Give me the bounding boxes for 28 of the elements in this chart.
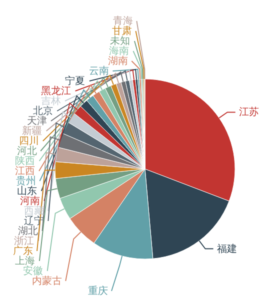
- slice-label: 云南: [89, 65, 109, 77]
- slice-label: 湖南: [108, 55, 128, 67]
- slice-label: 江苏: [239, 106, 259, 118]
- slice-label: 广东: [13, 245, 33, 257]
- slice-label: 甘肃: [112, 25, 132, 37]
- slice-label: 贵州: [16, 175, 36, 187]
- slice-label: 河北: [17, 145, 37, 157]
- slice-label: 未知: [110, 35, 130, 47]
- slice-label: 宁夏: [65, 75, 85, 87]
- slice-label: 山东: [17, 185, 37, 197]
- slice-label: 内蒙古: [32, 275, 62, 287]
- slice-label: 海南: [109, 45, 129, 57]
- slice-label: 重庆: [88, 285, 108, 297]
- slice-label: 浙江: [14, 235, 34, 247]
- slice-label: 陕西: [15, 155, 35, 167]
- slice-label: 江西: [15, 165, 35, 177]
- slice-label: 新疆: [22, 125, 42, 137]
- slice-label: 黑龙江: [41, 85, 71, 97]
- slice-label: 四川: [19, 135, 39, 147]
- slice-label: 青海: [113, 15, 133, 27]
- slice-label: 北京: [33, 105, 53, 117]
- slice-label: 福建: [217, 243, 237, 255]
- slice-label: 湖北: [18, 225, 38, 237]
- slice-label: 安徽: [23, 265, 43, 277]
- slice-label: 吉林: [41, 95, 61, 107]
- slice-label: 上海: [15, 255, 35, 267]
- slice-label: 天津: [27, 115, 47, 127]
- slice-label: 河南: [20, 195, 40, 207]
